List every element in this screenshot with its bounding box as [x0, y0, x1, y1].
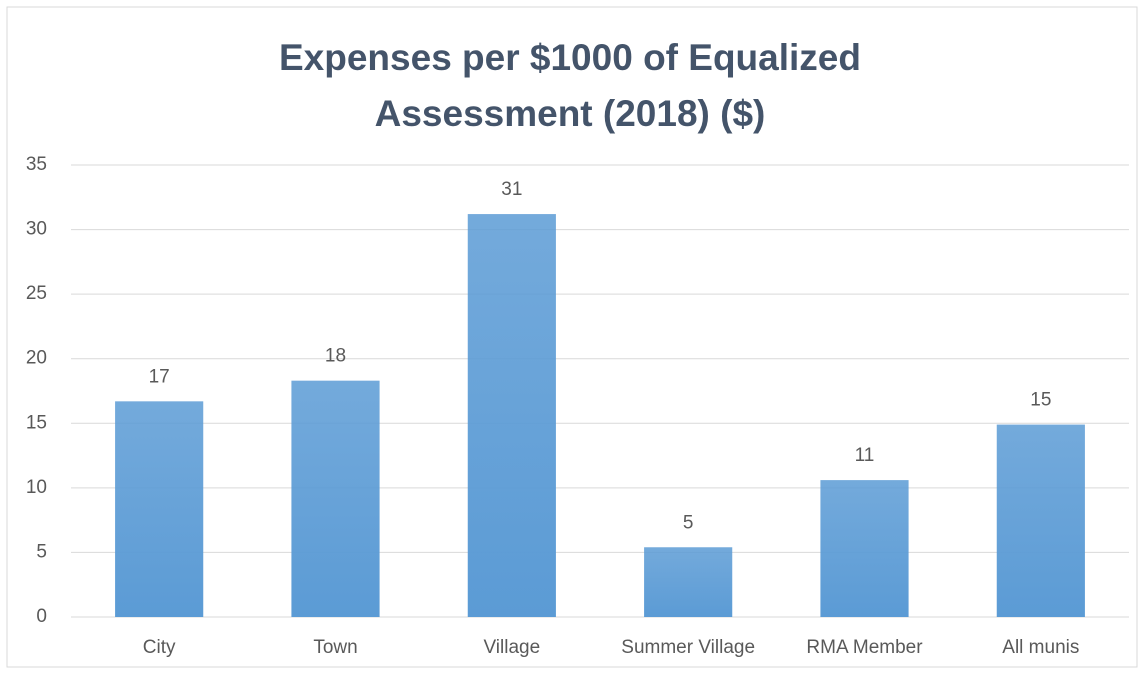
x-tick-label: RMA Member	[806, 637, 923, 658]
data-label: 15	[1030, 390, 1051, 411]
data-label: 31	[501, 179, 522, 200]
data-label: 17	[149, 366, 170, 387]
x-tick-label: Summer Village	[621, 637, 755, 658]
bar	[996, 424, 1085, 617]
y-tick-label: 10	[26, 477, 47, 498]
y-tick-label: 20	[26, 348, 47, 369]
y-tick-label: 25	[26, 283, 47, 304]
y-tick-label: 35	[26, 154, 47, 175]
data-label: 18	[325, 346, 346, 367]
chart-title: Expenses per $1000 of Equalized Assessme…	[279, 37, 861, 134]
x-tick-label: City	[143, 637, 176, 658]
data-label: 11	[855, 445, 875, 466]
x-tick-label: Town	[313, 637, 357, 658]
bar	[467, 214, 556, 617]
data-label: 5	[683, 512, 694, 533]
bar	[820, 480, 909, 617]
x-tick-label: Village	[483, 637, 540, 658]
bar	[291, 380, 380, 617]
y-tick-label: 0	[36, 606, 47, 627]
chart-border	[6, 6, 1138, 668]
bar	[115, 401, 204, 617]
bar	[644, 547, 733, 617]
x-tick-label: All munis	[1002, 637, 1079, 658]
y-tick-label: 15	[26, 412, 47, 433]
y-tick-label: 30	[26, 219, 47, 240]
y-tick-label: 5	[36, 541, 47, 562]
